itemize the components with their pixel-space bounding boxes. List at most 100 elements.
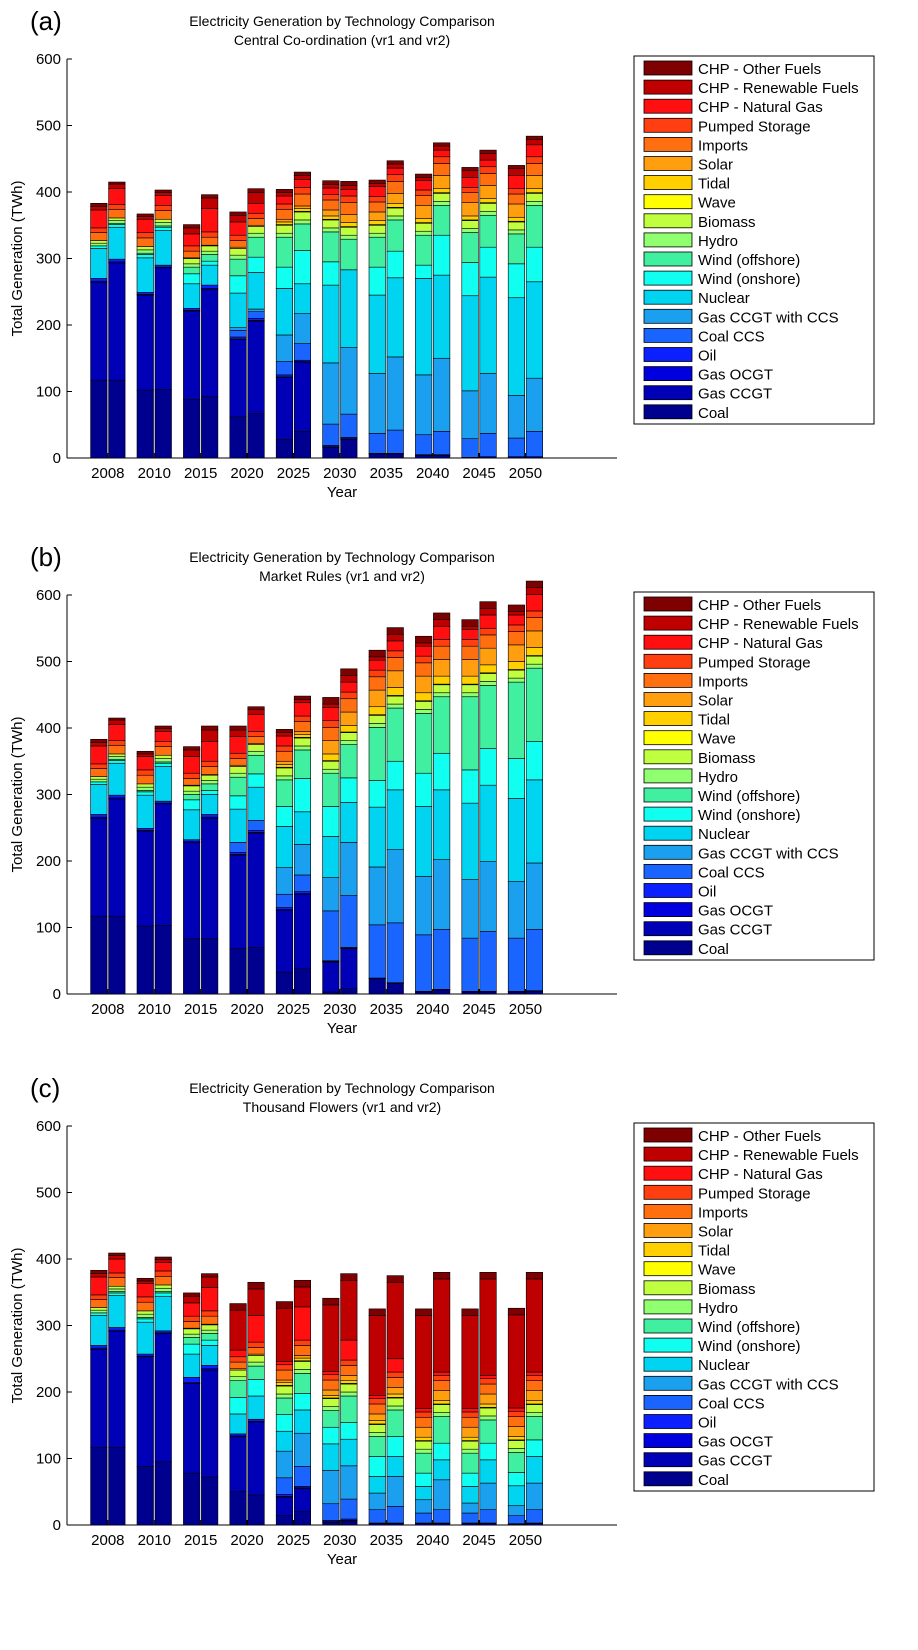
- bar-segment-vr1-2015-imports: [183, 250, 201, 259]
- bar-segment-vr1-2015-wind-offshore-: [183, 1337, 201, 1345]
- bar-segment-vr2-2030-gas-ccgt-with-ccs: [340, 1465, 358, 1500]
- bar-segment-vr1-2015-pumped-storage: [183, 245, 201, 252]
- bar-segment-vr2-2015-chp-natural-gas: [201, 741, 219, 762]
- panel-label: (a): [30, 6, 62, 36]
- bar-segment-vr1-2035-pumped-storage: [368, 1398, 386, 1405]
- legend-swatch-gas-ccgt-with-ccs: [643, 1375, 693, 1391]
- bar-segment-vr2-2015-chp-natural-gas: [201, 208, 219, 233]
- bar-segment-vr2-2015-hydro: [201, 780, 219, 785]
- bar-segment-vr2-2050-tidal: [525, 647, 544, 656]
- bar-segment-vr1-2025-chp-other-fuels: [275, 729, 294, 733]
- bar-segment-vr1-2020-wind-onshore-: [229, 1397, 247, 1415]
- bar-segment-vr2-2010-imports: [154, 1275, 172, 1286]
- bar-segment-vr2-2035-hydro: [386, 703, 404, 709]
- bar-segment-vr1-2025-coal-ccs: [275, 893, 294, 908]
- legend-label-gas-ccgt-with-ccs: Gas CCGT with CCS: [698, 1376, 839, 1393]
- bar-segment-vr1-2040-wind-onshore-: [415, 264, 433, 279]
- bar-segment-vr1-2025-biomass: [275, 767, 294, 777]
- bar-segment-vr1-2050-chp-natural-gas: [507, 175, 526, 189]
- bar-segment-vr2-2035-gas-ccgt-with-ccs: [386, 1476, 404, 1507]
- bar-segment-vr2-2010-biomass: [154, 754, 172, 759]
- bar-segment-vr2-2035-solar: [386, 193, 404, 204]
- bar-segment-vr1-2025-tidal: [275, 1382, 294, 1386]
- bar-segment-vr1-2030-imports: [322, 727, 340, 741]
- bar-segment-vr2-2010-nuclear: [154, 1295, 172, 1332]
- bar-segment-vr1-2040-coal: [415, 455, 433, 459]
- bar-segment-vr1-2008-imports: [90, 1299, 108, 1308]
- bar-segment-vr2-2030-coal-ccs: [340, 1498, 358, 1520]
- bar-segment-vr2-2050-solar: [525, 1390, 544, 1401]
- bar-segment-vr1-2050-wind-offshore-: [507, 1452, 526, 1473]
- legend-label-solar: Solar: [698, 693, 733, 710]
- bar-segment-vr2-2015-chp-natural-gas: [201, 1287, 219, 1312]
- chart-subtitle: Central Co-ordination (vr1 and vr2): [234, 32, 450, 48]
- bar-segment-vr2-2020-imports: [247, 218, 265, 226]
- bar-segment-vr1-2015-biomass: [183, 785, 201, 792]
- legend-swatch-solar: [643, 1223, 693, 1238]
- bar-segment-vr2-2030-nuclear: [340, 1438, 358, 1467]
- bar-segment-vr1-2015-pumped-storage: [183, 1315, 201, 1322]
- bar-segment-vr1-2045-solar: [461, 202, 479, 217]
- bar-segment-vr2-2025-gas-ccgt: [293, 1488, 312, 1512]
- bar-segment-vr1-2015-imports: [183, 1321, 201, 1329]
- bar-segment-vr1-2050-gas-ccgt-with-ccs: [507, 1505, 526, 1516]
- bar-segment-vr2-2035-gas-ccgt-with-ccs: [386, 356, 404, 431]
- bar-segment-vr2-2015-wind-onshore-: [201, 790, 219, 795]
- bar-segment-vr1-2050-nuclear: [507, 297, 526, 396]
- legend-label-hydro: Hydro: [698, 769, 738, 786]
- bar-segment-vr2-2030-coal-ccs: [340, 895, 358, 948]
- legend-swatch-wave: [643, 1261, 693, 1277]
- bar-segment-vr1-2040-biomass: [415, 222, 433, 232]
- bar-segment-vr1-2008-gas-ccgt: [90, 818, 108, 917]
- y-tick-label: 200: [36, 1384, 61, 1401]
- y-tick-label: 100: [36, 920, 61, 937]
- bar-segment-vr2-2045-solar: [479, 647, 497, 666]
- legend-swatch-gas-ccgt: [643, 1452, 693, 1468]
- bar-segment-vr1-2020-coal-ccs: [229, 330, 247, 338]
- legend-label-nuclear: Nuclear: [698, 290, 750, 307]
- bar-segment-vr2-2020-pumped-storage: [247, 1341, 265, 1348]
- bar-segment-vr2-2050-imports: [525, 1380, 544, 1391]
- bar-segment-vr1-2040-tidal: [415, 692, 433, 702]
- legend-swatch-solar: [643, 156, 693, 171]
- chart-panel-1: (a) Electricity Generation by Technology …: [9, 6, 875, 501]
- bar-segment-vr1-2045-hydro: [461, 692, 479, 698]
- bar-segment-vr2-2050-chp-other-fuels: [525, 135, 544, 140]
- bar-segment-vr1-2040-chp-natural-gas: [415, 1408, 433, 1413]
- bar-segment-vr1-2045-hydro: [461, 228, 479, 233]
- bar-segment-vr2-2008-oil: [108, 258, 126, 263]
- bar-segment-vr1-2020-chp-renewable-fuels: [229, 729, 247, 737]
- bar-segment-vr2-2040-biomass: [433, 193, 451, 202]
- bar-segment-vr2-2025-tidal: [293, 1357, 312, 1362]
- bar-segment-vr1-2040-pumped-storage: [415, 655, 433, 664]
- bar-segment-vr1-2010-nuclear: [136, 257, 154, 293]
- bar-segment-vr2-2025-coal: [293, 431, 312, 459]
- bar-segment-vr2-2030-wind-offshore-: [340, 1395, 358, 1423]
- legend-label-coal: Coal: [698, 941, 729, 958]
- legend-swatch-wind-offshore-: [643, 787, 693, 803]
- legend-swatch-gas-ocgt: [643, 902, 693, 918]
- bar-segment-vr1-2025-chp-other-fuels: [275, 189, 294, 193]
- y-tick-label: 300: [36, 251, 61, 268]
- bar-segment-vr2-2040-chp-other-fuels: [433, 1272, 451, 1280]
- bar-segment-vr1-2035-biomass: [368, 1424, 386, 1433]
- bar-segment-vr1-2025-chp-natural-gas: [275, 195, 294, 205]
- bar-segment-vr2-2030-chp-renewable-fuels: [340, 185, 358, 190]
- bar-segment-vr1-2035-nuclear: [368, 294, 386, 374]
- bar-segment-vr2-2025-wind-onshore-: [293, 778, 312, 813]
- bar-segment-vr2-2030-gas-ccgt-with-ccs: [340, 842, 358, 896]
- bar-segment-vr2-2030-wind-onshore-: [340, 777, 358, 803]
- bar-segment-vr1-2030-wind-onshore-: [322, 1426, 340, 1445]
- bar-segment-vr2-2035-tidal: [386, 687, 404, 696]
- bar-segment-vr1-2030-coal-ccs: [322, 910, 340, 962]
- bar-segment-vr2-2030-chp-other-fuels: [340, 1273, 358, 1281]
- bar-segment-vr2-2045-imports: [479, 173, 497, 186]
- bar-segment-vr2-2025-gas-ccgt: [293, 893, 312, 970]
- bar-segment-vr1-2040-chp-other-fuels: [415, 635, 433, 644]
- bar-segment-vr1-2008-wind-onshore-: [90, 1312, 108, 1316]
- bar-segment-vr1-2020-coal: [229, 1491, 247, 1526]
- bar-segment-vr2-2020-hydro: [247, 1361, 265, 1367]
- bar-segment-vr2-2035-solar: [386, 670, 404, 688]
- bar-segment-vr2-2030-tidal: [340, 725, 358, 733]
- bar-segment-vr2-2050-hydro: [525, 663, 544, 669]
